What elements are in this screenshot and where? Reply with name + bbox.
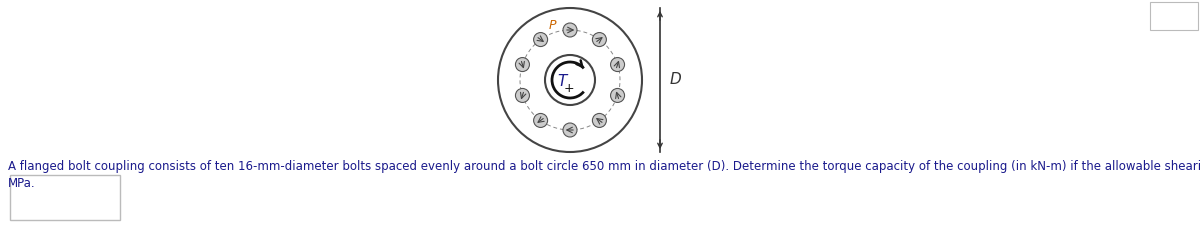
Text: D: D <box>670 72 682 87</box>
Circle shape <box>611 88 624 102</box>
Bar <box>10 175 120 220</box>
Text: T: T <box>557 74 566 89</box>
Circle shape <box>516 58 529 71</box>
Circle shape <box>611 58 624 71</box>
Circle shape <box>563 123 577 137</box>
Circle shape <box>593 33 606 47</box>
Circle shape <box>534 114 547 127</box>
Text: P: P <box>548 18 556 32</box>
Circle shape <box>593 114 606 127</box>
Bar <box>1150 2 1198 30</box>
Circle shape <box>534 33 547 47</box>
Circle shape <box>516 88 529 102</box>
Circle shape <box>563 23 577 37</box>
Text: +: + <box>564 82 575 96</box>
Text: A flanged bolt coupling consists of ten 16-mm-diameter bolts spaced evenly aroun: A flanged bolt coupling consists of ten … <box>8 160 1200 190</box>
